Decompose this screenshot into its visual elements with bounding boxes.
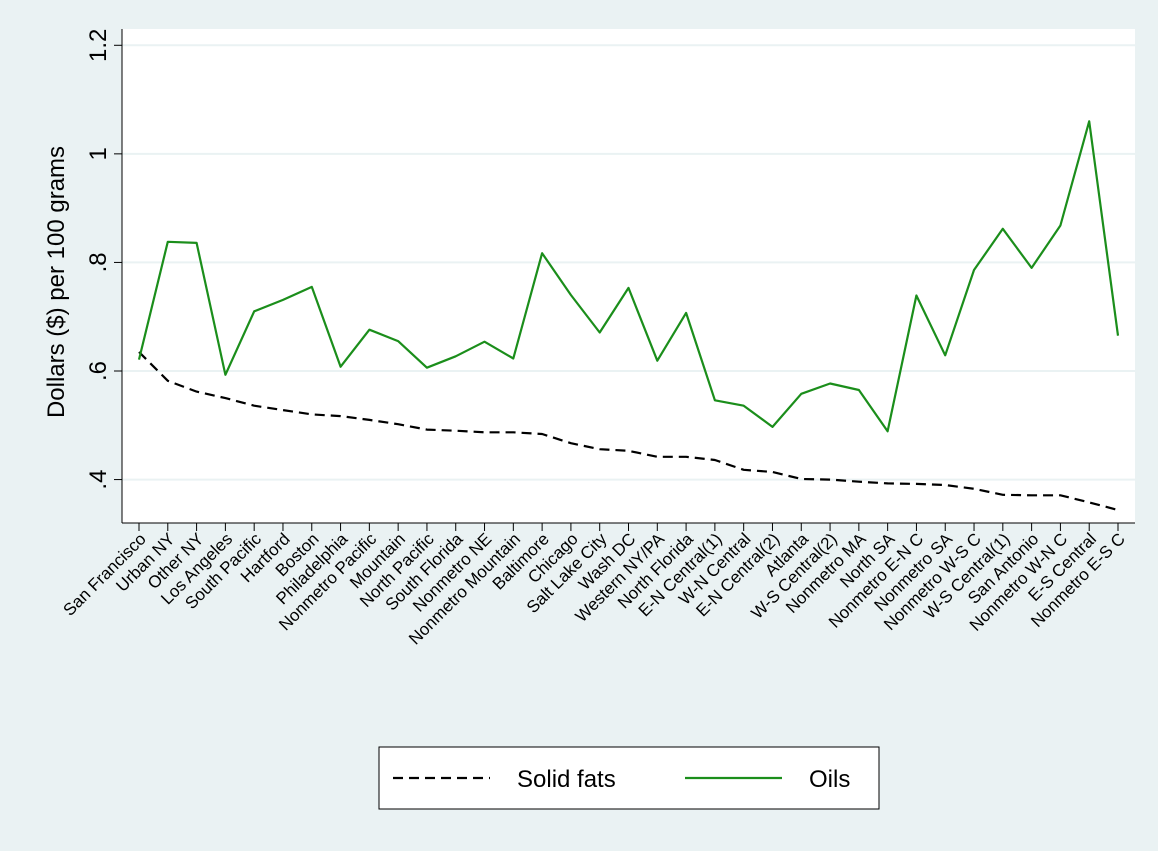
plot-area bbox=[122, 29, 1135, 523]
y-tick-label: 1 bbox=[85, 147, 112, 160]
y-tick-label: .8 bbox=[85, 252, 112, 272]
y-tick-label: .6 bbox=[85, 361, 112, 381]
series-layer bbox=[137, 120, 1120, 512]
y-axis-label: Dollars ($) per 100 grams bbox=[43, 146, 70, 418]
y-tick-label: .4 bbox=[85, 470, 112, 490]
legend-box bbox=[378, 746, 880, 810]
legend: Solid fats Oils bbox=[378, 746, 880, 810]
gridlines bbox=[122, 44, 1135, 481]
y-tick-label: 1.2 bbox=[85, 29, 112, 62]
legend-label-solid-fats: Solid fats bbox=[517, 766, 616, 793]
series-line-solid-fats bbox=[138, 351, 1119, 512]
legend-label-oils: Oils bbox=[809, 766, 850, 793]
series-line-oils bbox=[137, 120, 1120, 433]
